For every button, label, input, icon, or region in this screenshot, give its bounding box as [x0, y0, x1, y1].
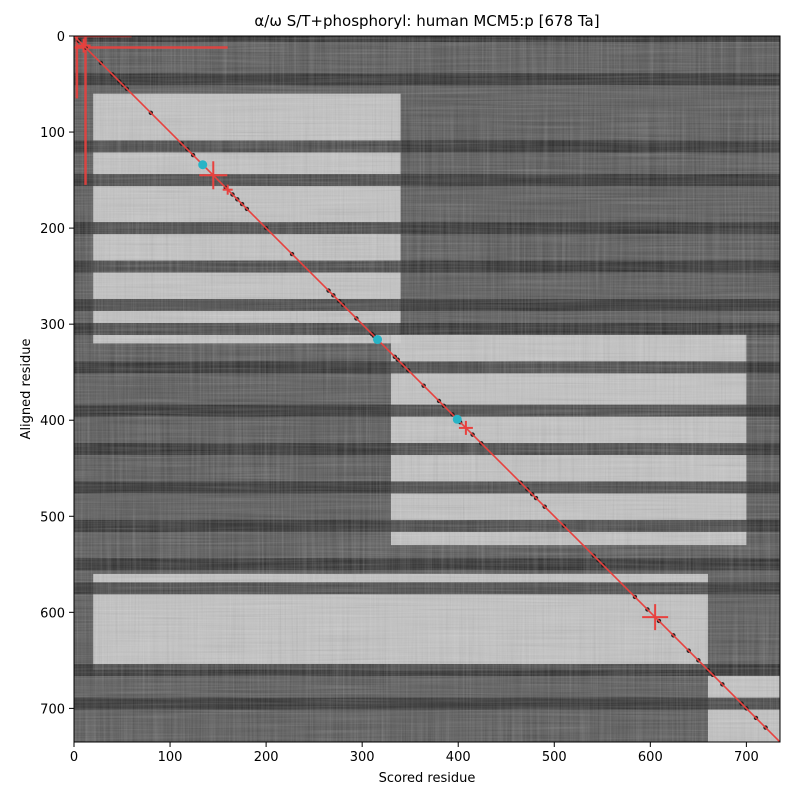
- red-crosses: [76, 38, 669, 631]
- x-tick-label: 500: [542, 750, 567, 765]
- y-tick-label: 700: [40, 702, 65, 717]
- x-tick-label: 400: [446, 750, 471, 765]
- x-tick-label: 0: [70, 750, 78, 765]
- cyan-marker: [452, 414, 462, 424]
- y-tick-label: 600: [40, 606, 65, 621]
- red-cross: [199, 161, 228, 190]
- plot-frame: [73, 35, 781, 743]
- y-axis-label: Aligned residue: [19, 339, 34, 440]
- y-tick-label: 400: [40, 414, 65, 429]
- red-cross: [458, 420, 473, 435]
- red-cross: [642, 604, 669, 631]
- y-tick-label: 500: [40, 510, 65, 525]
- x-tick-label: 100: [158, 750, 183, 765]
- chart-title: α/ω S/T+phosphoryl: human MCM5:p [678 Ta…: [254, 12, 599, 30]
- cyan-markers: [198, 160, 462, 424]
- y-axis-ticks: 0 100 200 300 400 500 600 700: [40, 30, 74, 717]
- red-cross: [76, 38, 91, 53]
- y-tick-label: 300: [40, 318, 65, 333]
- y-tick-label: 200: [40, 222, 65, 237]
- red-cross: [222, 184, 233, 195]
- x-tick-label: 300: [350, 750, 375, 765]
- heatmap-plot-area: [74, 36, 780, 742]
- cyan-marker: [373, 335, 383, 345]
- diagonal-line: [74, 36, 780, 742]
- x-axis-ticks: 0 100 200 300 400 500 600 700: [70, 742, 759, 765]
- y-tick-label: 0: [57, 30, 65, 45]
- x-tick-label: 600: [638, 750, 663, 765]
- y-tick-label: 100: [40, 126, 65, 141]
- x-tick-label: 200: [254, 750, 279, 765]
- x-tick-label: 700: [734, 750, 759, 765]
- cyan-marker: [198, 160, 208, 170]
- x-axis-label: Scored residue: [379, 771, 476, 786]
